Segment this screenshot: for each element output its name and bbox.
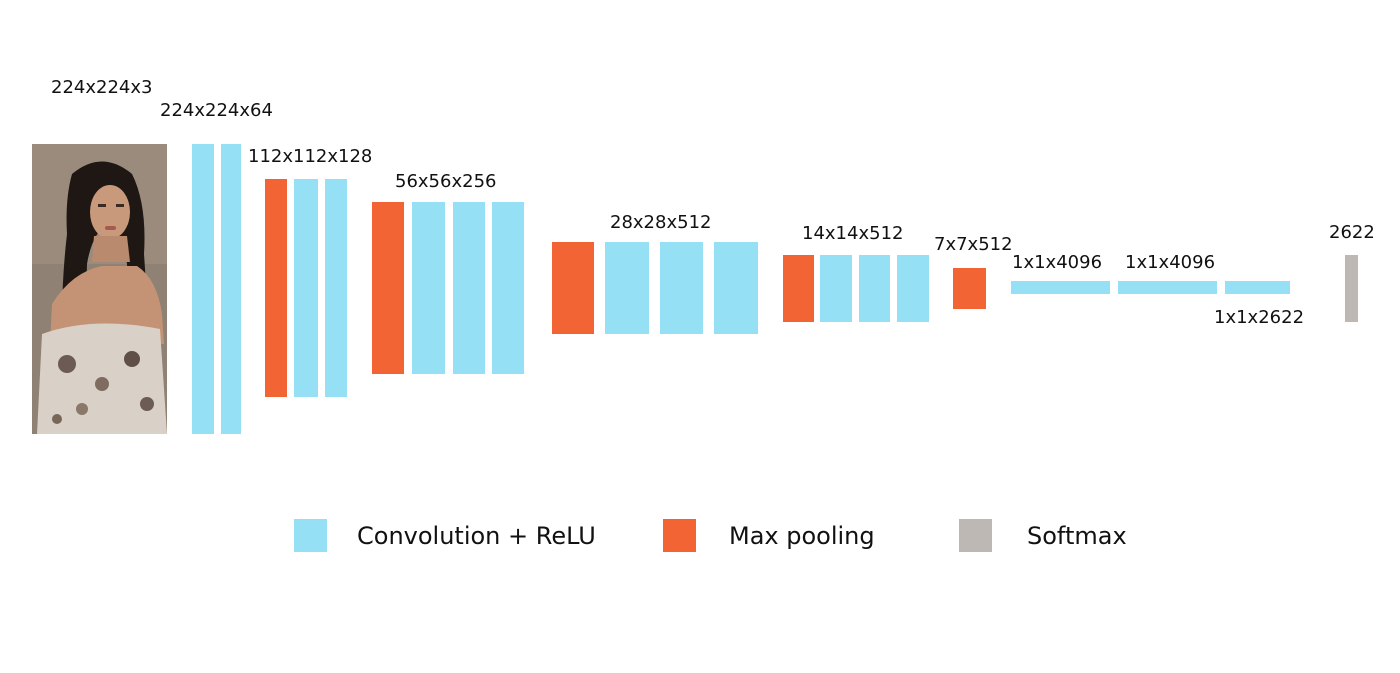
conv3-2-layer: [453, 202, 485, 374]
pool2-layer: [372, 202, 404, 374]
pool5-layer: [953, 268, 986, 309]
fc8-layer: [1225, 281, 1290, 294]
label-block1-dims: 224x224x64: [160, 100, 273, 121]
label-block4-dims: 28x28x512: [610, 212, 712, 233]
conv2-1-layer: [294, 179, 318, 397]
legend-softmax-swatch: [959, 519, 992, 552]
conv4-3-layer: [714, 242, 758, 334]
label-fc8-dims: 1x1x2622: [1214, 307, 1305, 328]
conv2-2-layer: [325, 179, 347, 397]
fc7-layer: [1118, 281, 1217, 294]
conv5-1-layer: [820, 255, 852, 322]
pool3-layer: [552, 242, 594, 334]
label-fc7-dims: 1x1x4096: [1125, 252, 1216, 273]
legend-convolution-swatch: [294, 519, 327, 552]
legend-max-pooling-swatch: [663, 519, 696, 552]
label-block2-dims: 112x112x128: [248, 146, 373, 167]
conv3-1-layer: [412, 202, 445, 374]
fc6-layer: [1011, 281, 1110, 294]
label-block5-dims: 14x14x512: [802, 223, 904, 244]
label-softmax-dims: 2622: [1329, 222, 1375, 243]
input-face-photo: [32, 144, 167, 434]
conv4-1-layer: [605, 242, 649, 334]
label-input-dims: 224x224x3: [51, 77, 153, 98]
label-fc6-dims: 1x1x4096: [1012, 252, 1103, 273]
softmax-layer: [1345, 255, 1358, 322]
legend-convolution-label: Convolution + ReLU: [357, 522, 596, 550]
label-block3-dims: 56x56x256: [395, 171, 497, 192]
legend-max-pooling-label: Max pooling: [729, 522, 875, 550]
conv4-2-layer: [660, 242, 703, 334]
pool1-layer: [265, 179, 287, 397]
pool4-layer: [783, 255, 814, 322]
conv3-3-layer: [492, 202, 524, 374]
conv5-2-layer: [859, 255, 890, 322]
legend-softmax-label: Softmax: [1027, 522, 1127, 550]
conv5-3-layer: [897, 255, 929, 322]
conv1-1-layer: [192, 144, 214, 434]
label-pool5-dims: 7x7x512: [934, 234, 1013, 255]
conv1-2-layer: [221, 144, 241, 434]
